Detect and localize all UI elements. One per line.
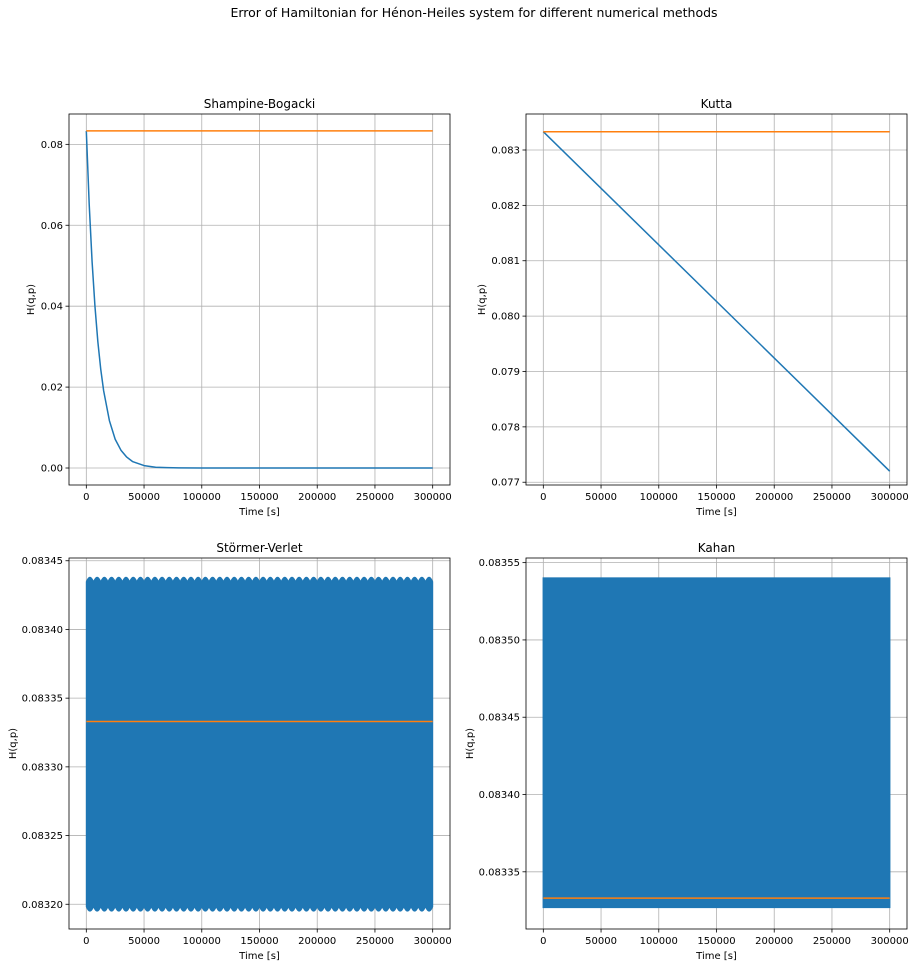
x-tick-label: 100000 xyxy=(640,936,678,947)
y-tick-label: 0.080 xyxy=(491,312,520,323)
y-tick-label: 0.077 xyxy=(491,478,520,489)
subplot-shampine-bogacki: 0 50000 100000 150000 200000 250000 300000 0.00… xyxy=(26,97,452,518)
x-tick-label: 250000 xyxy=(813,492,851,503)
series-band-0 xyxy=(542,577,891,909)
y-tick-label: 0.08350 xyxy=(479,635,520,646)
subplot-kahan: 0 50000 100000 150000 200000 250000 300000 0.08… xyxy=(465,541,909,962)
x-tick-label: 150000 xyxy=(240,492,278,503)
y-tick-label: 0.08320 xyxy=(22,900,63,911)
x-tick-label: 50000 xyxy=(128,492,160,503)
x-tick-label: 250000 xyxy=(356,936,394,947)
x-tick-label: 0 xyxy=(83,936,89,947)
y-tick-label: 0.08 xyxy=(41,140,63,151)
y-tick-label: 0.08345 xyxy=(22,556,63,567)
y-tick-label: 0.08335 xyxy=(22,694,63,705)
x-tick-label: 300000 xyxy=(871,936,909,947)
x-tick-label: 250000 xyxy=(813,936,851,947)
x-tick-label: 0 xyxy=(83,492,89,503)
y-tick-label: 0.081 xyxy=(491,256,520,267)
x-tick-label: 150000 xyxy=(697,936,735,947)
y-axis-label: H(q,p) xyxy=(26,284,37,315)
series-line-0 xyxy=(542,131,891,472)
y-tick-label: 0.08340 xyxy=(22,625,63,636)
y-tick-label: 0.08340 xyxy=(479,790,520,801)
x-tick-label: 0 xyxy=(540,492,546,503)
y-tick-label: 0.02 xyxy=(41,383,63,394)
x-tick-label: 150000 xyxy=(697,492,735,503)
subplot-title: Shampine-Bogacki xyxy=(204,97,316,111)
x-tick-label: 0 xyxy=(540,936,546,947)
x-tick-label: 300000 xyxy=(414,936,452,947)
x-tick-label: 50000 xyxy=(128,936,160,947)
y-axis-label: H(q,p) xyxy=(477,284,488,315)
figure-title: Error of Hamiltonian for Hénon-Heiles sy… xyxy=(230,5,717,20)
y-tick-label: 0.04 xyxy=(41,302,63,313)
x-tick-label: 50000 xyxy=(585,492,617,503)
x-tick-label: 200000 xyxy=(755,492,793,503)
y-tick-label: 0.08355 xyxy=(479,558,520,569)
x-tick-label: 100000 xyxy=(640,492,678,503)
y-tick-label: 0.082 xyxy=(491,201,520,212)
y-axis-label: H(q,p) xyxy=(465,728,476,759)
y-tick-label: 0.06 xyxy=(41,221,63,232)
x-tick-label: 200000 xyxy=(298,492,336,503)
y-tick-label: 0.078 xyxy=(491,422,520,433)
x-tick-label: 100000 xyxy=(183,492,221,503)
subplots-layer: 0 50000 100000 150000 200000 250000 300000 0.00… xyxy=(8,97,909,962)
series-line-0 xyxy=(85,130,433,469)
subplot-kutta: 0 50000 100000 150000 200000 250000 300000 0.07… xyxy=(477,97,909,518)
y-tick-label: 0.083 xyxy=(491,145,520,156)
subplot-title: Kahan xyxy=(698,541,736,555)
x-tick-label: 300000 xyxy=(871,492,909,503)
subplot-stormer-verlet: 0 50000 100000 150000 200000 250000 300000 0.08… xyxy=(8,541,452,962)
x-tick-label: 200000 xyxy=(298,936,336,947)
y-tick-label: 0.08335 xyxy=(479,867,520,878)
y-tick-label: 0.08330 xyxy=(22,762,63,773)
x-tick-label: 150000 xyxy=(240,936,278,947)
y-tick-label: 0.08325 xyxy=(22,831,63,842)
x-axis-label: Time [s] xyxy=(695,951,737,962)
y-tick-label: 0.079 xyxy=(491,367,520,378)
x-axis-label: Time [s] xyxy=(238,507,280,518)
x-axis-label: Time [s] xyxy=(695,507,737,518)
subplot-title: Kutta xyxy=(701,97,733,111)
x-axis-label: Time [s] xyxy=(238,951,280,962)
x-tick-label: 100000 xyxy=(183,936,221,947)
x-tick-label: 200000 xyxy=(755,936,793,947)
x-tick-label: 250000 xyxy=(356,492,394,503)
series-band-0 xyxy=(85,576,434,912)
y-tick-label: 0.08345 xyxy=(479,713,520,724)
y-tick-label: 0.00 xyxy=(41,464,63,475)
y-axis-label: H(q,p) xyxy=(8,728,19,759)
x-tick-label: 300000 xyxy=(414,492,452,503)
x-tick-label: 50000 xyxy=(585,936,617,947)
subplot-title: Störmer-Verlet xyxy=(216,541,303,555)
